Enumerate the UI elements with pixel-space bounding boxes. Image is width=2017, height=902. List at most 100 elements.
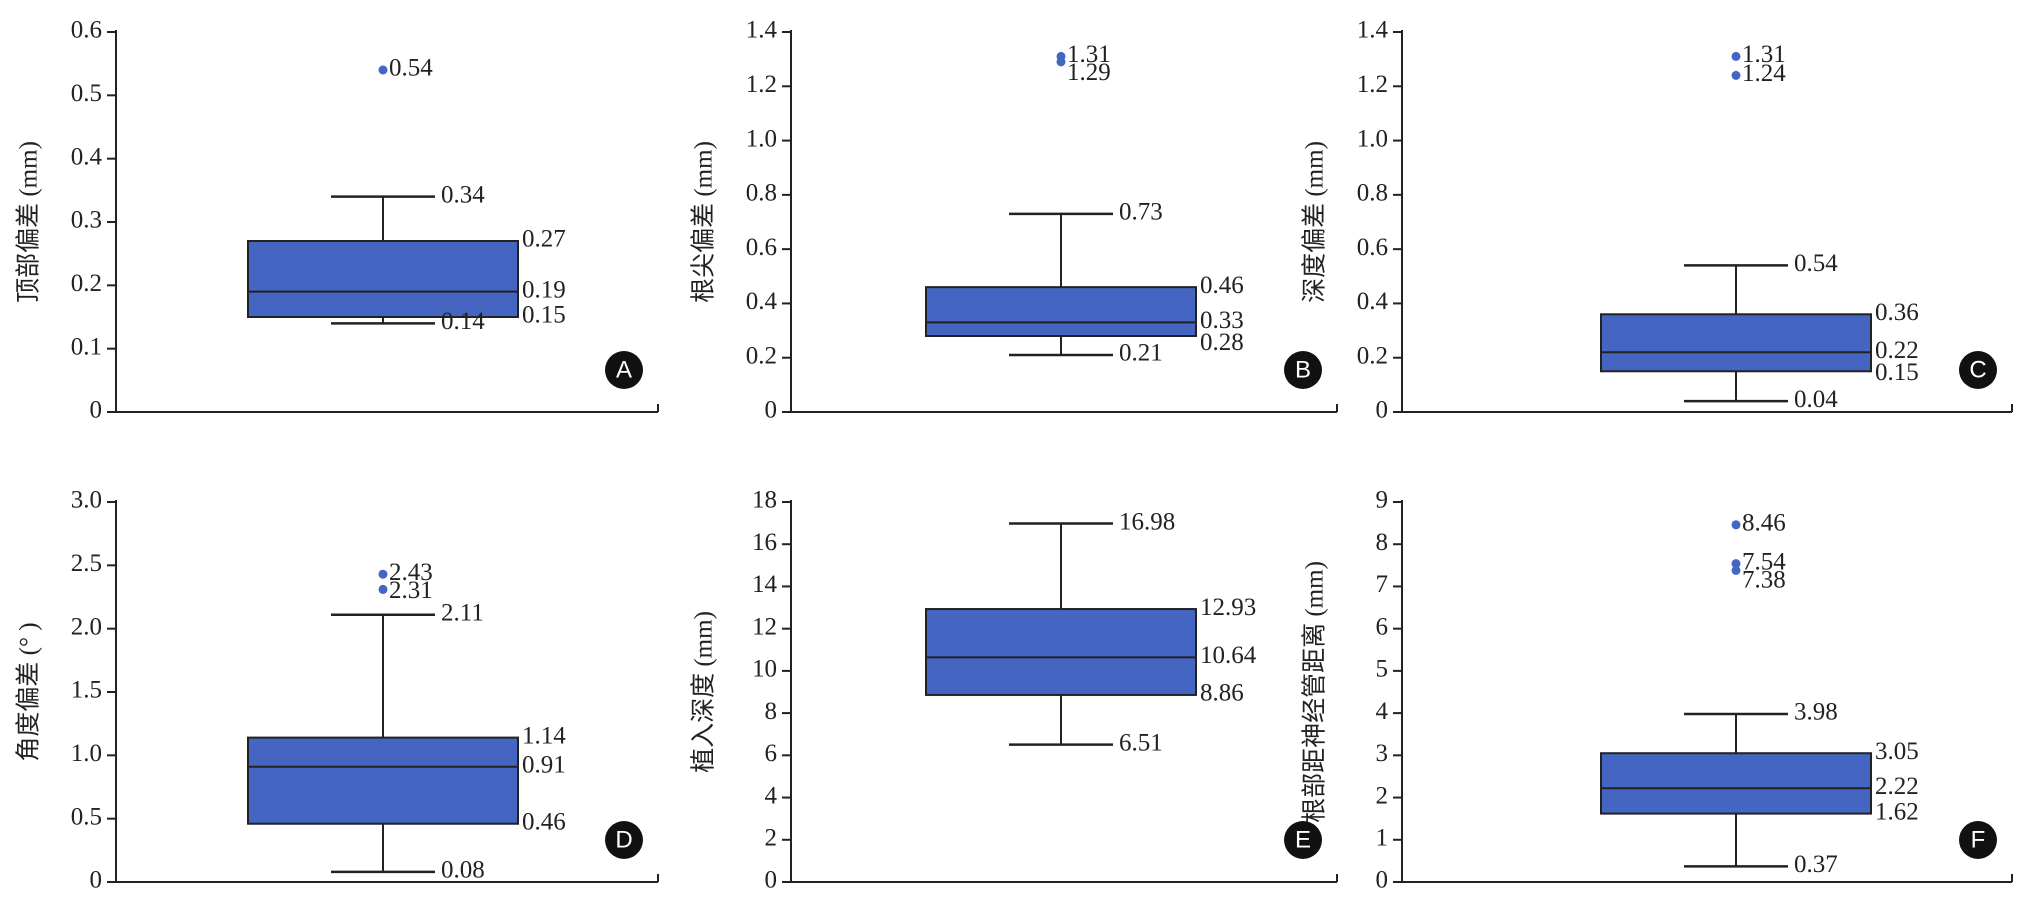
y-tick-label: 0.2 xyxy=(71,270,102,297)
y-tick-label: 0.6 xyxy=(71,17,102,44)
value-label: 0.34 xyxy=(441,181,485,208)
panel-letter: E xyxy=(1295,826,1311,853)
value-label: 0.15 xyxy=(522,302,566,329)
value-label: 0.08 xyxy=(441,857,485,884)
value-label: 0.14 xyxy=(441,308,485,335)
box-panel: 0 0.2 0.4 0.6 0.8 1.0 1.2 1.4 深度偏差 (mm) 0.54 0.04 0… xyxy=(1301,17,2013,424)
y-axis-label: 根尖偏差 (mm) xyxy=(690,141,718,303)
value-label: 1.29 xyxy=(1067,59,1111,86)
value-label: 1.31 xyxy=(1067,41,1111,68)
panel-letter: B xyxy=(1295,356,1311,383)
value-label: 0.27 xyxy=(522,226,566,253)
y-tick-label: 4 xyxy=(1376,698,1389,725)
value-label: 2.22 xyxy=(1875,773,1919,800)
box-panel: 0 0.5 1.0 1.5 2.0 2.5 3.0 角度偏差 (° ) 2.11 0.08 1.14… xyxy=(15,487,659,894)
y-tick-label: 1.0 xyxy=(1357,125,1388,152)
outlier xyxy=(1731,70,1741,80)
panel-letter: C xyxy=(1969,356,1986,383)
value-label: 8.86 xyxy=(1200,680,1244,707)
value-label: 3.05 xyxy=(1875,738,1919,765)
y-tick-label: 1.0 xyxy=(746,125,777,152)
y-tick-label: 3.0 xyxy=(71,487,102,514)
y-tick-label: 1.2 xyxy=(1357,71,1388,98)
value-label: 0.91 xyxy=(522,751,566,778)
box-panel: 0 2 4 6 8 10 12 14 16 18 植入深度 (mm) 16.98 6.51 12.93 10… xyxy=(690,487,1338,894)
panel-badge xyxy=(1284,821,1322,859)
value-label: 8.46 xyxy=(1742,510,1786,537)
panel-letter: F xyxy=(1971,826,1986,853)
y-tick-label: 0.5 xyxy=(71,80,102,107)
value-label: 6.51 xyxy=(1119,729,1163,756)
y-tick-label: 0.4 xyxy=(71,143,103,170)
value-label: 0.46 xyxy=(522,808,566,835)
value-label: 0.28 xyxy=(1200,329,1244,356)
y-tick-label: 0.8 xyxy=(746,180,777,207)
box xyxy=(1600,752,1872,815)
value-label: 1.31 xyxy=(1742,41,1786,68)
outlier xyxy=(1731,565,1741,575)
y-tick-label: 0 xyxy=(1376,397,1389,424)
y-tick-label: 0.1 xyxy=(71,333,102,360)
y-tick-label: 1.2 xyxy=(746,71,777,98)
value-label: 0.21 xyxy=(1119,340,1163,367)
panel-badge xyxy=(1959,821,1997,859)
box-panel: 0 1 2 3 4 5 6 7 8 9 根部距神经管距离 (mm) 3.98 0.37 3.05 2.221… xyxy=(1301,487,2013,894)
value-label: 2.31 xyxy=(389,577,433,604)
y-axis-label: 根部距神经管距离 (mm) xyxy=(1301,561,1329,823)
box xyxy=(925,608,1197,696)
outlier xyxy=(1731,559,1741,569)
y-tick-label: 1.5 xyxy=(71,677,102,704)
y-tick-label: 16 xyxy=(752,529,777,556)
y-tick-label: 14 xyxy=(752,571,778,598)
value-label: 0.37 xyxy=(1794,851,1838,878)
y-tick-label: 0.5 xyxy=(71,803,102,830)
y-tick-label: 4 xyxy=(765,782,778,809)
y-tick-label: 2.0 xyxy=(71,613,102,640)
panel-badge xyxy=(1959,351,1997,389)
outlier xyxy=(1056,57,1066,67)
y-tick-label: 12 xyxy=(752,613,777,640)
y-tick-label: 0 xyxy=(765,397,778,424)
y-axis-label: 植入深度 (mm) xyxy=(690,611,718,773)
y-tick-label: 0 xyxy=(1376,867,1389,894)
value-label: 7.54 xyxy=(1742,548,1786,575)
value-label: 7.38 xyxy=(1742,566,1786,593)
y-axis-label: 角度偏差 (° ) xyxy=(15,622,43,761)
value-label: 3.98 xyxy=(1794,699,1838,726)
value-label: 12.93 xyxy=(1200,594,1256,621)
value-label: 0.46 xyxy=(1200,272,1244,299)
y-tick-label: 18 xyxy=(752,487,777,514)
value-label: 0.04 xyxy=(1794,386,1838,413)
y-tick-label: 0.3 xyxy=(71,207,102,234)
value-label: 0.54 xyxy=(1794,250,1838,277)
value-label: 0.36 xyxy=(1875,299,1919,326)
outlier xyxy=(378,569,388,579)
value-label: 0.15 xyxy=(1875,359,1919,386)
y-tick-label: 0.4 xyxy=(746,288,778,315)
value-label: 0.54 xyxy=(389,55,433,82)
value-label: 2.43 xyxy=(389,559,433,586)
y-tick-label: 7 xyxy=(1376,571,1389,598)
y-tick-label: 1.4 xyxy=(746,17,778,44)
panel-badge xyxy=(605,821,643,859)
panel-badge xyxy=(605,351,643,389)
y-tick-label: 0.6 xyxy=(1357,234,1388,261)
value-label: 1.14 xyxy=(522,722,566,749)
y-tick-label: 1 xyxy=(1376,825,1389,852)
y-axis-label: 深度偏差 (mm) xyxy=(1301,141,1329,303)
y-tick-label: 2.5 xyxy=(71,550,102,577)
panel-badge xyxy=(1284,351,1322,389)
y-tick-label: 3 xyxy=(1376,740,1389,767)
box-panel: 0 0.2 0.4 0.6 0.8 1.0 1.2 1.4 根尖偏差 (mm) 0.73 0.21 0… xyxy=(690,17,1338,424)
value-label: 0.33 xyxy=(1200,307,1244,334)
value-label: 2.11 xyxy=(441,599,484,626)
outlier xyxy=(1731,51,1741,61)
value-label: 10.64 xyxy=(1200,642,1257,669)
y-tick-label: 10 xyxy=(752,656,777,683)
y-tick-label: 1.0 xyxy=(71,740,102,767)
y-tick-label: 6 xyxy=(765,740,778,767)
value-label: 1.62 xyxy=(1875,798,1919,825)
box xyxy=(247,240,519,318)
value-label: 0.19 xyxy=(522,276,566,303)
